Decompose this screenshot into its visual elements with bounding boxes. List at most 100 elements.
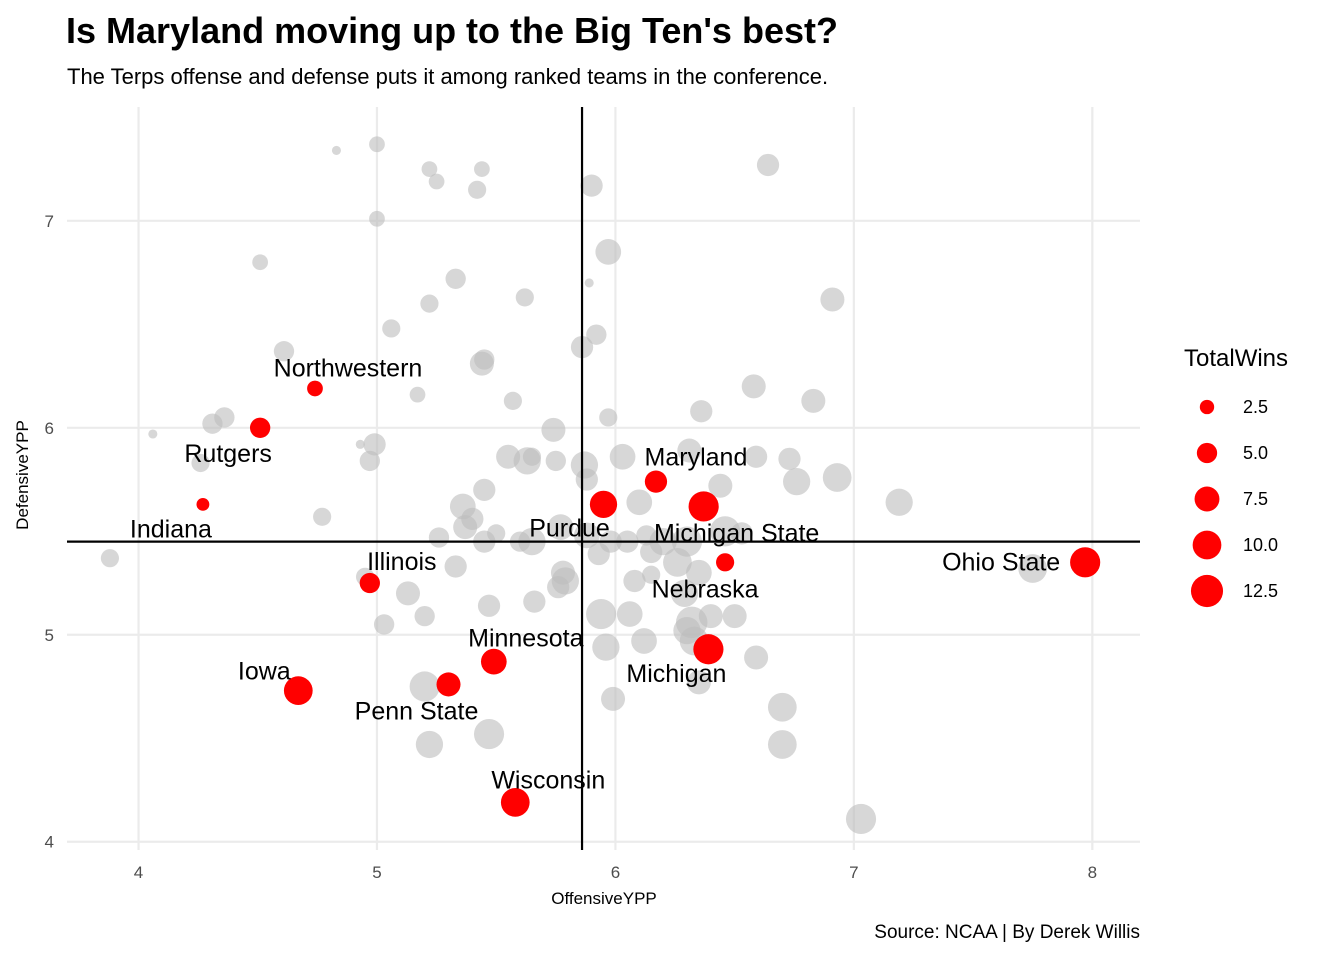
other-team-point <box>686 559 712 586</box>
other-team-point <box>686 670 711 695</box>
other-team-point <box>369 210 385 227</box>
other-team-point <box>690 400 713 423</box>
other-team-point <box>444 555 467 578</box>
legend-label: 10.0 <box>1243 535 1278 555</box>
legend-symbol <box>1194 486 1220 512</box>
other-team-point <box>487 524 506 543</box>
team-point <box>500 788 530 817</box>
x-tick-label: 8 <box>1088 863 1097 882</box>
chart-subtitle: The Terps offense and defense puts it am… <box>67 64 829 89</box>
other-team-point <box>428 173 445 190</box>
team-point <box>436 672 461 697</box>
other-team-point <box>523 590 546 613</box>
other-team-point <box>445 268 466 289</box>
team-label: Northwestern <box>274 354 423 382</box>
big-ten-points <box>196 380 1101 817</box>
tick-labels: 4 5 6 7 8 4 5 6 7 <box>45 212 1098 882</box>
other-team-point <box>626 489 653 516</box>
other-team-point <box>767 730 797 759</box>
grid-lines <box>67 107 1140 850</box>
legend-symbol <box>1190 574 1224 608</box>
other-team-point <box>601 686 626 711</box>
team-label: Nebraska <box>652 575 759 603</box>
other-team-point <box>545 450 566 472</box>
legend-items: 2.5 5.0 7.5 10.0 12.5 <box>1190 397 1278 608</box>
other-team-point <box>473 719 505 750</box>
team-label: Wisconsin <box>491 766 605 794</box>
other-team-point <box>415 730 444 759</box>
other-team-point <box>642 565 661 584</box>
other-team-point <box>414 605 435 627</box>
other-team-point <box>373 614 395 635</box>
other-team-point <box>756 153 780 177</box>
other-team-point <box>355 439 365 449</box>
other-team-point <box>595 239 622 265</box>
x-axis-label: OffensiveYPP <box>551 889 657 908</box>
other-team-point <box>382 319 401 338</box>
team-point <box>359 572 380 594</box>
other-team-point <box>698 604 723 629</box>
legend-title: TotalWins <box>1184 345 1288 372</box>
other-team-point <box>461 507 484 530</box>
team-point <box>716 553 735 572</box>
page-title: Is Maryland moving up to the Big Ten's b… <box>66 10 838 51</box>
other-team-point <box>363 433 386 456</box>
other-team-point <box>767 692 797 722</box>
team-point <box>589 490 618 519</box>
y-axis-label: DefensiveYPP <box>13 420 32 530</box>
other-team-point <box>885 488 913 516</box>
other-team-point <box>409 386 426 403</box>
team-point <box>693 634 724 665</box>
other-team-point <box>474 161 490 177</box>
other-team-point <box>1018 554 1048 583</box>
legend-label: 5.0 <box>1243 443 1268 463</box>
team-label: Michigan <box>626 660 726 688</box>
team-label: Rutgers <box>184 440 272 468</box>
other-team-point <box>541 417 566 442</box>
team-point <box>249 417 271 438</box>
other-team-point <box>214 407 235 428</box>
other-team-point <box>586 598 617 630</box>
team-label: Maryland <box>645 444 748 472</box>
other-team-point <box>331 145 341 156</box>
legend-label: 12.5 <box>1243 581 1278 601</box>
other-team-point <box>409 671 440 702</box>
y-tick-label: 7 <box>45 212 54 231</box>
legend: TotalWins 2.5 5.0 7.5 10.0 12.5 <box>1184 345 1288 608</box>
other-team-point <box>741 374 766 399</box>
other-team-point <box>522 447 542 466</box>
other-team-point <box>730 522 753 545</box>
other-team-point <box>359 450 380 472</box>
team-label: Iowa <box>238 658 291 686</box>
other-team-point <box>551 567 579 595</box>
other-team-point <box>783 467 811 496</box>
other-team-point <box>575 468 598 491</box>
other-team-point <box>473 478 496 502</box>
other-team-point <box>547 514 574 540</box>
other-team-point <box>313 507 332 526</box>
other-team-point <box>778 447 801 470</box>
team-point <box>307 380 323 397</box>
other-team-point <box>584 278 594 288</box>
other-team-point <box>822 463 852 492</box>
other-team-point <box>599 408 618 427</box>
x-tick-label: 6 <box>611 863 620 882</box>
x-tick-label: 5 <box>372 863 381 882</box>
other-team-point <box>722 604 747 629</box>
other-team-point <box>474 349 495 370</box>
other-teams-points <box>100 136 1048 835</box>
team-point <box>480 648 507 675</box>
team-point <box>196 497 210 511</box>
other-team-point <box>252 254 269 271</box>
team-point <box>1070 547 1101 578</box>
team-label: Michigan State <box>654 519 819 547</box>
legend-label: 2.5 <box>1243 397 1268 417</box>
other-team-point <box>677 438 702 463</box>
other-team-point <box>148 429 158 439</box>
other-team-point <box>420 294 439 313</box>
other-team-point <box>670 579 699 607</box>
team-label: Purdue <box>529 514 610 542</box>
x-tick-label: 4 <box>134 863 143 882</box>
other-team-point <box>503 391 522 410</box>
